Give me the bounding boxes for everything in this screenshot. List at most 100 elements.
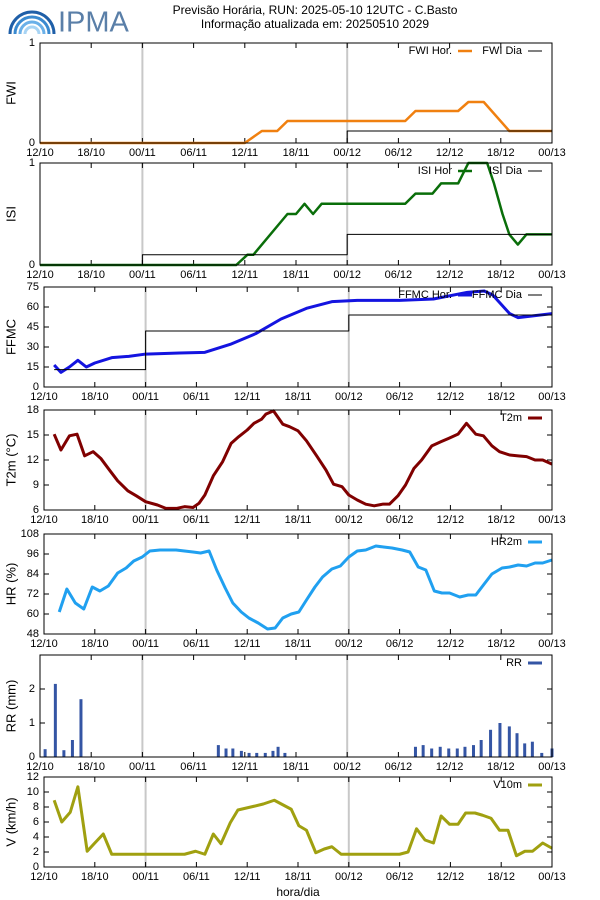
logo-text: IPMA: [58, 7, 130, 39]
bar: [463, 746, 467, 757]
x-tick-label: 00/12: [333, 269, 361, 281]
panel: 0 1 12/10 18/10 00/11 06/11 12/11 18/11 00/12 06/…: [3, 157, 565, 281]
y-tick-label: 0: [29, 259, 35, 271]
legend-label: ISI Hor: [418, 165, 453, 177]
panel: 6 9 12 15 18 12/10 18/10 00/11 06/11 12/11 18/11 00…: [3, 404, 565, 526]
x-tick-label: 12/11: [234, 514, 261, 526]
x-tick-label: 18/11: [285, 638, 312, 650]
y-axis-label: RR (mm): [3, 680, 18, 733]
x-tick-label: 18/12: [487, 391, 515, 403]
x-tick-label: 12/10: [30, 638, 58, 650]
legend-label: FWI Dia: [482, 45, 523, 57]
bar: [263, 752, 267, 757]
x-tick-label: 12/10: [26, 147, 54, 159]
bar: [62, 750, 66, 757]
x-tick-label: 12/10: [26, 269, 54, 281]
panel: 0 1 12/10 18/10 00/11 06/11 12/11 18/11 00/12 06/…: [3, 37, 565, 159]
subtitle: Informação atualizada em: 20250510 2029: [201, 17, 429, 31]
x-tick-label: 00/13: [538, 761, 566, 773]
bar: [413, 746, 417, 757]
plot-frame: [43, 409, 553, 511]
y-tick-label: 72: [27, 588, 39, 600]
bar: [239, 750, 243, 757]
x-tick-label: 06/11: [180, 269, 207, 281]
y-tick-label: 96: [27, 548, 39, 560]
bar: [471, 745, 475, 757]
bar: [455, 748, 459, 757]
y-tick-label: 48: [27, 628, 39, 640]
x-tick-label: 00/11: [132, 638, 159, 650]
y-tick-label: 0: [29, 751, 35, 763]
logo: IPMA: [8, 7, 130, 39]
y-tick-label: 18: [27, 404, 39, 416]
x-tick-label: 18/12: [487, 147, 515, 159]
plot-frame: [39, 654, 553, 758]
x-tick-label: 00/11: [129, 269, 156, 281]
bar: [43, 749, 47, 757]
bar: [53, 683, 57, 757]
x-tick-label: 00/12: [335, 391, 363, 403]
x-tick-label: 00/13: [538, 514, 566, 526]
data-line: [52, 785, 553, 858]
x-tick-label: 06/12: [386, 514, 414, 526]
y-tick-label: 75: [27, 281, 39, 293]
panel: 0 2 4 6 8 10 12 12/10 18/10 00/11 06/11 12/11 18/11 0…: [3, 771, 565, 883]
x-tick-label: 00/13: [538, 147, 566, 159]
legend-label: FFMC Dia: [472, 289, 523, 301]
x-tick-label: 12/11: [231, 761, 258, 773]
x-tick-label: 12/12: [437, 514, 465, 526]
x-tick-label: 12/12: [437, 391, 465, 403]
bar: [530, 741, 534, 757]
x-tick-label: 00/13: [538, 638, 566, 650]
x-tick-label: 18/11: [283, 147, 310, 159]
bar: [438, 746, 442, 757]
x-tick-label: 18/10: [81, 391, 109, 403]
x-tick-label: 00/13: [538, 871, 566, 883]
x-tick-label: 06/11: [180, 147, 207, 159]
x-tick-label: 00/12: [333, 147, 361, 159]
x-tick-label: 00/11: [129, 147, 156, 159]
x-tick-label: 18/10: [77, 761, 105, 773]
x-tick-label: 12/11: [231, 269, 258, 281]
bar: [70, 740, 74, 757]
x-tick-label: 12/11: [231, 147, 258, 159]
x-tick-label: 00/11: [132, 391, 159, 403]
logo-arc: [13, 15, 51, 35]
bar: [255, 752, 259, 757]
y-tick-label: 1: [29, 717, 35, 729]
y-tick-label: 30: [27, 341, 39, 353]
data-line: [54, 314, 552, 371]
x-tick-label: 12/10: [30, 514, 58, 526]
y-tick-label: 9: [33, 479, 39, 491]
x-tick-label: 18/12: [487, 514, 515, 526]
x-tick-label: 00/11: [129, 761, 156, 773]
x-tick-label: 18/12: [487, 871, 515, 883]
y-tick-label: 1: [29, 37, 35, 49]
bar: [276, 746, 280, 757]
x-tick-label: 00/13: [538, 391, 566, 403]
bar: [430, 748, 434, 757]
x-tick-label: 06/12: [386, 871, 414, 883]
panel: 0 15 30 45 60 75 12/10 18/10 00/11 06/11 12/11 18/1…: [3, 281, 565, 403]
bar: [216, 745, 220, 757]
y-tick-label: 60: [27, 301, 39, 313]
x-tick-label: 18/10: [81, 871, 109, 883]
x-tick-label: 12/12: [436, 147, 464, 159]
bar: [523, 743, 527, 757]
legend-label: HR2m: [491, 536, 522, 548]
y-tick-label: 10: [27, 786, 39, 798]
y-tick-label: 12: [27, 454, 39, 466]
x-tick-label: 18/10: [81, 514, 109, 526]
y-axis-label: HR (%): [3, 563, 18, 606]
legend-label: RR: [506, 657, 522, 669]
bar: [283, 752, 287, 757]
x-tick-label: 06/11: [183, 391, 210, 403]
x-tick-label: 06/11: [183, 871, 210, 883]
x-tick-label: 12/12: [437, 871, 465, 883]
x-tick-label: 12/10: [30, 871, 58, 883]
x-axis-label: hora/dia: [276, 885, 320, 899]
y-axis-label: V (km/h): [3, 797, 18, 846]
x-tick-label: 18/12: [487, 761, 515, 773]
y-tick-label: 45: [27, 321, 39, 333]
x-tick-label: 00/12: [335, 514, 363, 526]
